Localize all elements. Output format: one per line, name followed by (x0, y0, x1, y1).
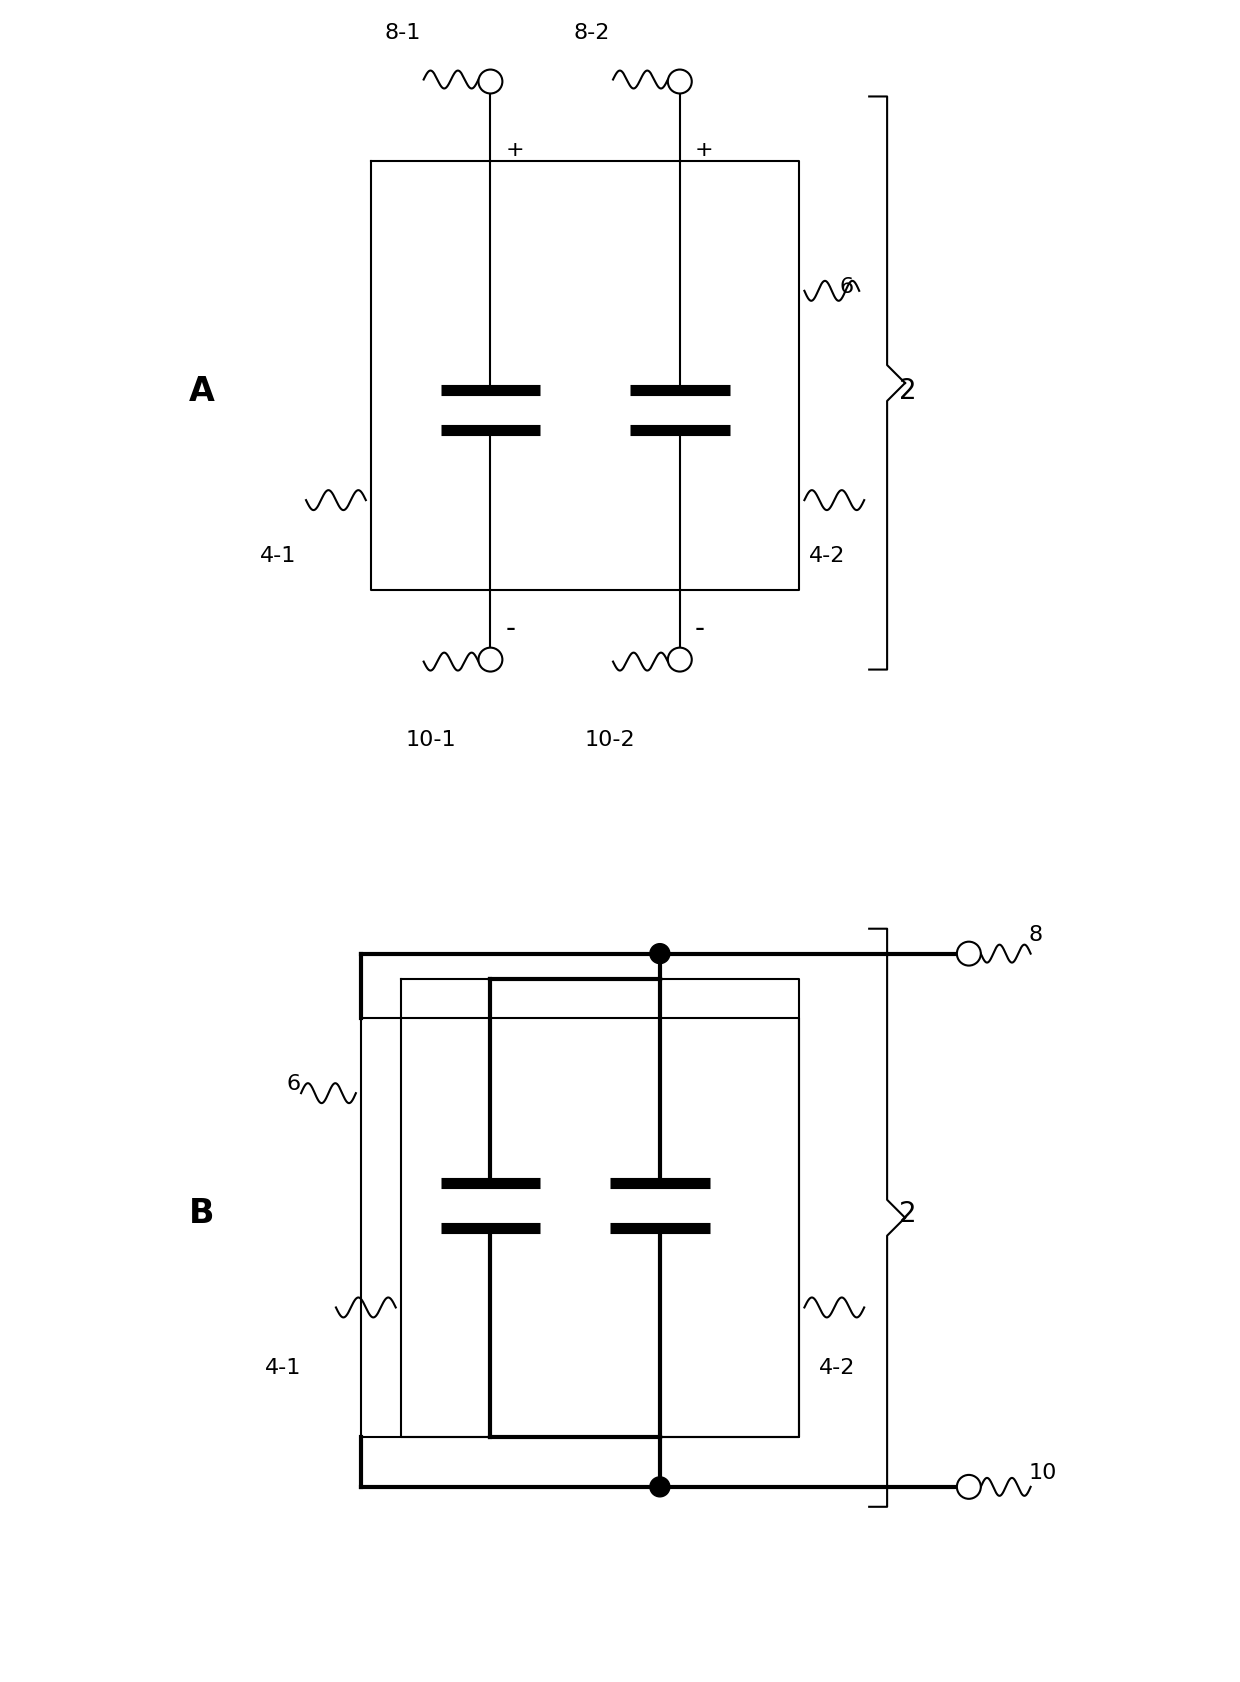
Circle shape (650, 1477, 670, 1497)
Text: 10-1: 10-1 (405, 730, 456, 750)
Text: 6: 6 (839, 276, 853, 296)
Circle shape (650, 944, 670, 964)
Text: +: + (694, 140, 713, 160)
Text: 4-1: 4-1 (259, 545, 296, 565)
Text: -: - (694, 614, 704, 643)
Text: 10: 10 (1029, 1462, 1056, 1482)
Circle shape (957, 1475, 981, 1499)
Text: 8: 8 (1029, 923, 1043, 944)
Circle shape (479, 71, 502, 94)
Text: B: B (188, 1196, 215, 1230)
Text: +: + (506, 140, 525, 160)
Circle shape (957, 942, 981, 965)
Text: 2: 2 (899, 377, 916, 405)
Text: 10-2: 10-2 (585, 730, 635, 750)
Circle shape (479, 648, 502, 673)
Text: 4-1: 4-1 (264, 1357, 301, 1378)
Text: 8-2: 8-2 (574, 22, 610, 42)
Text: 8-1: 8-1 (384, 22, 420, 42)
Circle shape (668, 71, 692, 94)
Text: A: A (188, 375, 215, 407)
Text: 6: 6 (286, 1073, 301, 1093)
Text: 2: 2 (899, 1199, 916, 1228)
Text: 4-2: 4-2 (810, 545, 846, 565)
Text: 4-2: 4-2 (820, 1357, 856, 1378)
Text: -: - (506, 614, 516, 643)
Circle shape (668, 648, 692, 673)
